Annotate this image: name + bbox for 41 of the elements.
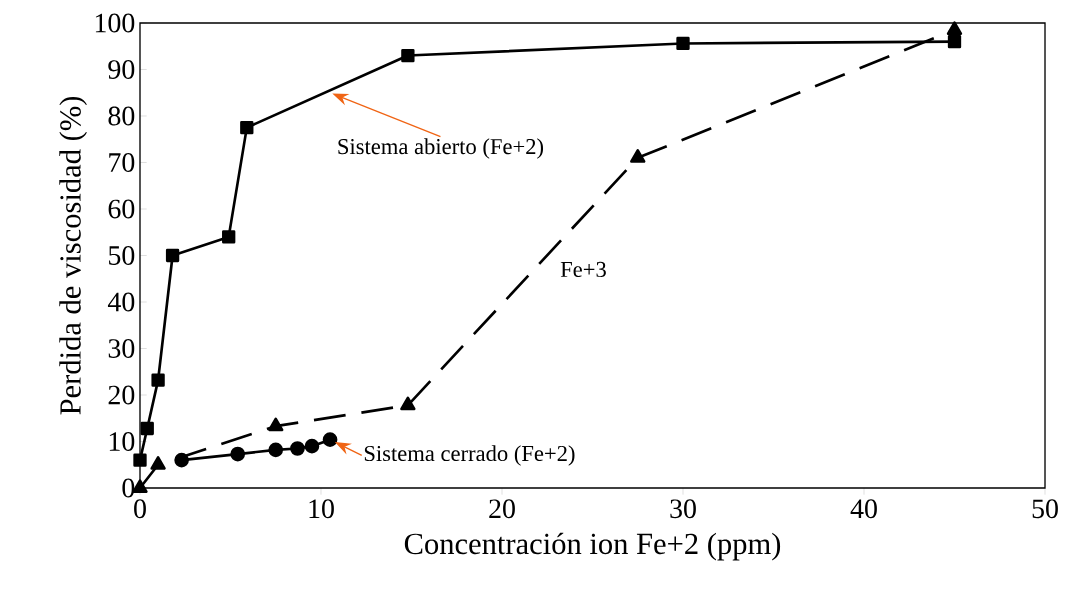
y-tick-label: 40 (107, 292, 135, 312)
point (401, 48, 415, 63)
x-tick-label: 20 (489, 499, 515, 519)
x-tick-label: 40 (850, 499, 877, 519)
y-tick-label: 70 (109, 153, 135, 172)
y-tick-label: 20 (108, 385, 135, 405)
point (150, 456, 166, 470)
y-tick-label: 60 (108, 199, 135, 219)
series-label: Fe+3 (560, 261, 606, 278)
y-tick-label: 10 (109, 432, 135, 451)
point (268, 417, 284, 432)
point (304, 438, 320, 454)
y-tick-label: 100 (95, 13, 135, 33)
point (140, 421, 154, 436)
point (222, 230, 236, 244)
series-label: Sistema cerrado (Fe+2) (364, 445, 575, 466)
point (946, 21, 963, 35)
x-tick-label: 10 (309, 499, 334, 519)
y-axis-title: Perdida de viscosidad (%) (59, 96, 88, 415)
point (151, 373, 165, 387)
point (676, 36, 690, 51)
y-tick-label: 0 (122, 478, 135, 498)
y-tick-label: 90 (108, 60, 135, 79)
point (268, 442, 284, 458)
point (133, 453, 147, 467)
point (290, 441, 305, 456)
x-axis-title: Concentración ion Fe+2 (ppm) (404, 532, 781, 561)
point (400, 396, 416, 411)
y-tick-label: 80 (108, 106, 135, 126)
point (230, 446, 246, 462)
y-tick-label: 30 (108, 339, 135, 358)
point (165, 248, 180, 263)
text: Sistema abierto (Fe+2) (338, 138, 544, 159)
y-tick-label: 50 (109, 246, 135, 265)
point (174, 452, 189, 468)
point (240, 120, 254, 135)
x-tick-label: 50 (1032, 499, 1058, 519)
x-tick-label: 30 (670, 499, 696, 519)
point (322, 432, 338, 447)
point (630, 149, 646, 163)
point (947, 34, 962, 49)
